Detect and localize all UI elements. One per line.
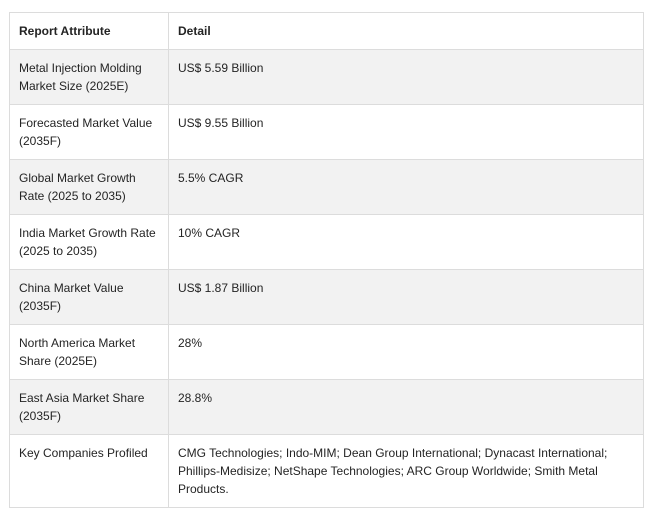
table-row: East Asia Market Share (2035F) 28.8%: [9, 379, 644, 435]
table-row: North America Market Share (2025E) 28%: [9, 324, 644, 380]
attribute-cell: Metal Injection Molding Market Size (202…: [9, 49, 169, 105]
detail-cell: 28.8%: [168, 379, 644, 435]
table-row: Key Companies Profiled CMG Technologies;…: [9, 434, 644, 508]
attribute-cell: Global Market Growth Rate (2025 to 2035): [9, 159, 169, 215]
detail-cell: 5.5% CAGR: [168, 159, 644, 215]
header-detail: Detail: [168, 12, 644, 50]
attribute-cell: Key Companies Profiled: [9, 434, 169, 508]
table-row: India Market Growth Rate (2025 to 2035) …: [9, 214, 644, 270]
report-attributes-table: Report Attribute Detail Metal Injection …: [9, 12, 644, 508]
detail-cell: 10% CAGR: [168, 214, 644, 270]
attribute-cell: East Asia Market Share (2035F): [9, 379, 169, 435]
attribute-cell: Forecasted Market Value (2035F): [9, 104, 169, 160]
report-table-container: Report Attribute Detail Metal Injection …: [9, 12, 644, 508]
detail-cell: 28%: [168, 324, 644, 380]
detail-cell: US$ 1.87 Billion: [168, 269, 644, 325]
attribute-cell: India Market Growth Rate (2025 to 2035): [9, 214, 169, 270]
table-row: Forecasted Market Value (2035F) US$ 9.55…: [9, 104, 644, 160]
table-header-row: Report Attribute Detail: [9, 12, 644, 50]
header-report-attribute: Report Attribute: [9, 12, 169, 50]
attribute-cell: North America Market Share (2025E): [9, 324, 169, 380]
table-row: China Market Value (2035F) US$ 1.87 Bill…: [9, 269, 644, 325]
table-row: Metal Injection Molding Market Size (202…: [9, 49, 644, 105]
detail-cell: US$ 5.59 Billion: [168, 49, 644, 105]
detail-cell: CMG Technologies; Indo-MIM; Dean Group I…: [168, 434, 644, 508]
detail-cell: US$ 9.55 Billion: [168, 104, 644, 160]
table-row: Global Market Growth Rate (2025 to 2035)…: [9, 159, 644, 215]
attribute-cell: China Market Value (2035F): [9, 269, 169, 325]
